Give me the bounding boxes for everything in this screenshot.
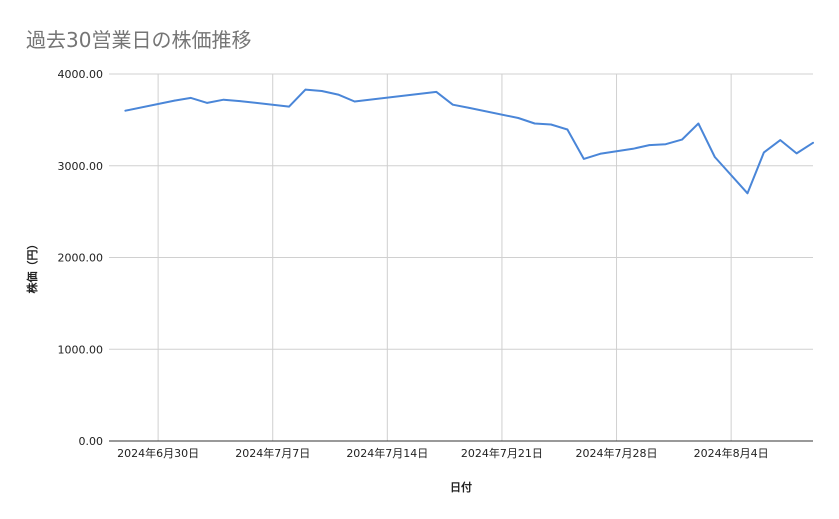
data-point [124,109,127,112]
x-tick-label: 2024年6月30日 [117,446,199,460]
y-tick-label: 3000.00 [58,160,104,173]
data-point [812,142,814,144]
x-tick-label: 2024年7月14日 [346,446,428,460]
data-point [533,122,536,125]
x-axis-title: 日付 [450,480,472,494]
data-point [353,100,356,103]
data-point [304,88,307,91]
data-point [763,151,765,154]
data-point [337,93,340,96]
data-point [681,138,683,141]
y-tick-label: 4000.00 [58,68,104,81]
data-point [566,128,569,131]
data-point [648,144,651,146]
data-point [664,143,667,145]
data-point [746,192,749,195]
data-point [173,99,176,102]
data-point [582,158,585,160]
series [124,88,814,195]
x-axis-ticks: 2024年6月30日 2024年7月7日 2024年7月14日 2024年7月21日 2… [117,446,769,460]
data-point [288,105,290,108]
data-point [206,102,209,104]
x-tick-label: 2024年7月28日 [576,446,658,460]
data-point [190,97,192,99]
y-tick-label: 1000.00 [58,343,104,356]
data-point [550,123,552,126]
x-tick-label: 2024年7月7日 [235,446,310,460]
data-point [517,117,520,119]
series-line [124,88,814,195]
grid [109,73,813,442]
data-point [222,98,225,101]
data-point [795,152,798,155]
x-tick-label: 2024年7月21日 [461,446,543,460]
data-point [435,91,438,93]
data-point [468,107,470,109]
chart-title: 過去30営業日の株価推移 [26,28,251,52]
data-point [779,139,782,141]
x-tick-label: 2024年8月4日 [694,446,769,460]
data-point [713,156,716,158]
data-point [632,147,634,150]
y-axis-title: 株価（円） [25,239,39,294]
data-point [697,122,700,125]
y-tick-label: 2000.00 [58,252,104,265]
data-point [239,100,241,102]
y-axis-ticks: 0.00 1000.00 2000.00 3000.00 4000.00 [58,68,104,448]
y-tick-label: 0.00 [79,435,104,448]
data-point [452,103,454,106]
data-point [599,153,601,155]
data-point [321,90,323,92]
